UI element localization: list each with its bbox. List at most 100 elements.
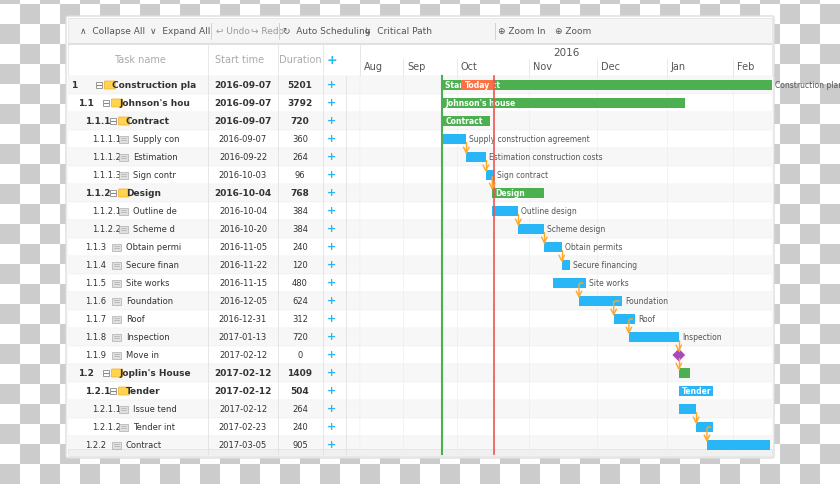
- Bar: [68, 220, 360, 238]
- Bar: [140, 284, 160, 304]
- Bar: [60, 444, 80, 464]
- Bar: [560, 464, 580, 484]
- Text: 2016-11-15: 2016-11-15: [219, 278, 267, 287]
- Bar: [80, 104, 100, 124]
- Text: Today: Today: [465, 80, 490, 90]
- Text: Task name: Task name: [114, 55, 166, 65]
- Bar: [740, 84, 760, 104]
- Bar: [760, 104, 780, 124]
- Bar: [100, 204, 120, 224]
- Bar: [360, 130, 772, 148]
- Bar: [560, 224, 580, 244]
- Bar: [700, 364, 720, 384]
- Bar: [700, 124, 720, 144]
- Bar: [240, 304, 260, 324]
- Bar: [660, 84, 680, 104]
- Bar: [380, 364, 400, 384]
- Text: Start time: Start time: [215, 55, 265, 65]
- Text: 1.1.8: 1.1.8: [85, 333, 106, 342]
- Bar: [240, 384, 260, 404]
- FancyBboxPatch shape: [118, 117, 129, 125]
- Bar: [360, 184, 380, 204]
- Bar: [520, 304, 540, 324]
- Text: 2016-09-07: 2016-09-07: [219, 135, 267, 143]
- Bar: [112, 279, 121, 287]
- Bar: [680, 0, 700, 4]
- Bar: [480, 144, 500, 164]
- Bar: [280, 384, 300, 404]
- Bar: [680, 344, 700, 364]
- Text: 504: 504: [291, 387, 309, 395]
- Bar: [80, 144, 100, 164]
- Bar: [112, 333, 121, 341]
- Bar: [280, 344, 300, 364]
- Bar: [320, 424, 340, 444]
- Bar: [760, 0, 780, 4]
- Text: 1: 1: [71, 80, 77, 90]
- Bar: [420, 4, 440, 24]
- Bar: [110, 388, 116, 394]
- Text: 1.2.1.2: 1.2.1.2: [92, 423, 121, 432]
- Bar: [180, 124, 200, 144]
- Bar: [486, 169, 495, 181]
- Bar: [360, 224, 380, 244]
- Bar: [720, 464, 740, 484]
- Text: +: +: [328, 278, 337, 288]
- Bar: [220, 84, 240, 104]
- Bar: [580, 284, 600, 304]
- Bar: [520, 24, 540, 44]
- Bar: [300, 364, 320, 384]
- Bar: [68, 328, 360, 346]
- Bar: [40, 184, 60, 204]
- Bar: [260, 284, 280, 304]
- Bar: [180, 404, 200, 424]
- Bar: [260, 124, 280, 144]
- Bar: [580, 44, 600, 64]
- Bar: [380, 404, 400, 424]
- Bar: [100, 44, 120, 64]
- Bar: [780, 204, 800, 224]
- Text: Tender: Tender: [682, 387, 711, 395]
- Bar: [68, 148, 360, 166]
- Text: Supply construction agreement: Supply construction agreement: [470, 135, 590, 143]
- Bar: [679, 404, 696, 414]
- Text: Tender: Tender: [126, 387, 160, 395]
- Text: Site works: Site works: [126, 278, 170, 287]
- Bar: [440, 0, 460, 4]
- Bar: [500, 204, 520, 224]
- Bar: [0, 184, 20, 204]
- Bar: [80, 344, 100, 364]
- Bar: [820, 44, 840, 64]
- Bar: [760, 424, 780, 444]
- Bar: [760, 384, 780, 404]
- Text: Design: Design: [126, 188, 161, 197]
- Bar: [640, 64, 660, 84]
- Bar: [740, 204, 760, 224]
- Text: 5201: 5201: [287, 80, 312, 90]
- Text: 624: 624: [292, 297, 308, 305]
- Bar: [40, 104, 60, 124]
- Bar: [500, 364, 520, 384]
- Bar: [600, 184, 620, 204]
- Bar: [720, 144, 740, 164]
- Bar: [60, 164, 80, 184]
- Bar: [380, 444, 400, 464]
- Bar: [160, 0, 180, 4]
- Bar: [800, 264, 820, 284]
- Text: 384: 384: [292, 225, 308, 233]
- Bar: [360, 166, 772, 184]
- Bar: [360, 424, 380, 444]
- Text: 1.1: 1.1: [78, 99, 94, 107]
- Bar: [720, 224, 740, 244]
- Bar: [440, 464, 460, 484]
- Text: +: +: [328, 134, 337, 144]
- Text: Secure finan: Secure finan: [126, 260, 179, 270]
- Bar: [544, 242, 562, 252]
- Text: Secure financing: Secure financing: [574, 260, 638, 270]
- Bar: [400, 344, 420, 364]
- Bar: [68, 449, 772, 456]
- Text: 1.2.1.1: 1.2.1.1: [92, 405, 121, 413]
- Bar: [320, 64, 340, 84]
- Bar: [119, 406, 128, 412]
- Bar: [520, 224, 540, 244]
